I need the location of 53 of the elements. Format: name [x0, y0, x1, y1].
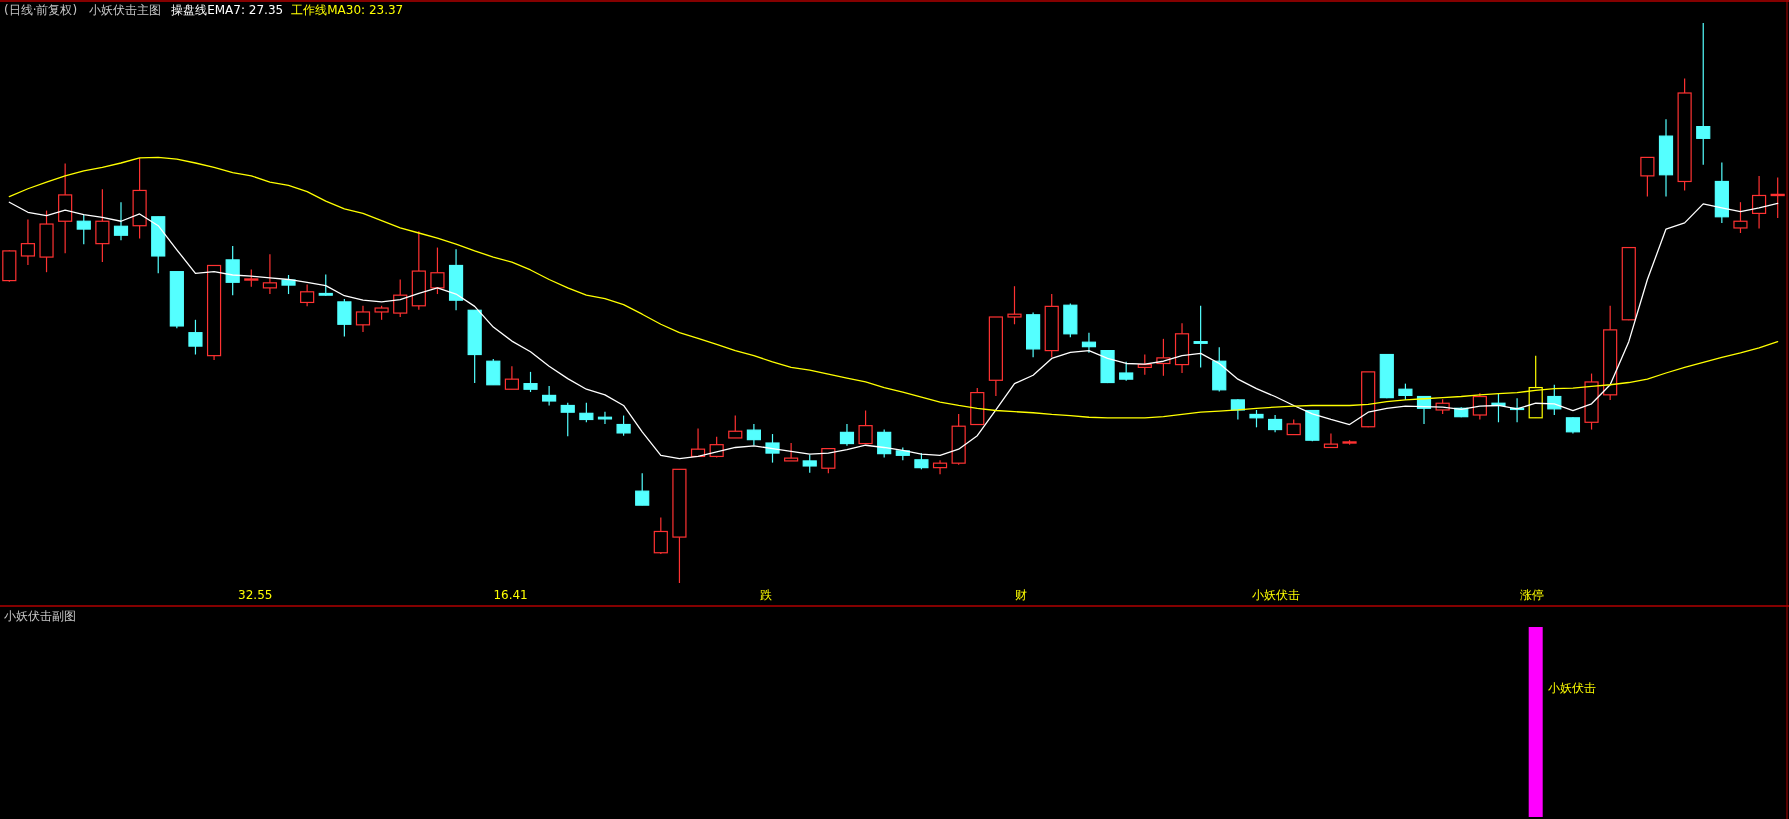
chart-title: 小妖伏击副图 [4, 609, 76, 623]
text: 小妖伏击 [1252, 588, 1301, 602]
candlestick [784, 442, 799, 462]
candlestick [1230, 398, 1245, 421]
candlestick [653, 516, 668, 555]
candlestick [1119, 361, 1134, 382]
candlestick [95, 188, 110, 263]
candlestick [1696, 22, 1711, 166]
candlestick [746, 423, 761, 446]
candlestick [300, 283, 315, 307]
candlestick [579, 402, 594, 423]
candlestick [1472, 392, 1487, 421]
candlestick [486, 358, 501, 386]
candlestick [635, 472, 650, 506]
text: 操盘线EMA7: 27.35 [171, 3, 284, 17]
candlestick [393, 278, 408, 318]
candlestick [523, 371, 538, 393]
chart-subtitle: 小妖伏击主图 [89, 3, 162, 17]
candlestick [1640, 156, 1655, 198]
text: 16.41 [493, 588, 528, 602]
candlestick [430, 246, 445, 295]
chart-title: (日线·前复权) [4, 3, 78, 17]
candlestick [188, 319, 203, 356]
candlestick [281, 274, 296, 295]
candlestick [728, 414, 743, 439]
candlestick [1193, 305, 1208, 368]
candlestick [1733, 201, 1748, 234]
candlestick [1751, 175, 1767, 230]
text: 财 [1015, 588, 1028, 602]
candlestick [504, 365, 519, 390]
text: 32.55 [238, 588, 273, 602]
candlestick [597, 411, 613, 425]
text: 跌 [759, 588, 772, 602]
text: 涨停 [1519, 588, 1544, 602]
candlestick [318, 273, 333, 297]
candlestick [76, 214, 91, 245]
candlestick [337, 298, 352, 338]
candlestick [355, 305, 371, 333]
candlestick [821, 448, 836, 474]
candlestick [1323, 432, 1339, 449]
candlestick [858, 409, 873, 445]
candlestick [616, 414, 631, 437]
annotation: 小妖伏击 [1547, 681, 1596, 695]
candlestick [877, 428, 892, 459]
candlestick [542, 385, 557, 407]
candlestick [1007, 285, 1022, 325]
candlestick [560, 402, 575, 437]
candlestick [225, 245, 240, 296]
candlestick [113, 201, 129, 241]
text: 工作线MA30: 23.37 [291, 3, 404, 17]
candlestick [20, 218, 36, 266]
candlestick [839, 423, 855, 447]
candlestick [262, 253, 278, 295]
